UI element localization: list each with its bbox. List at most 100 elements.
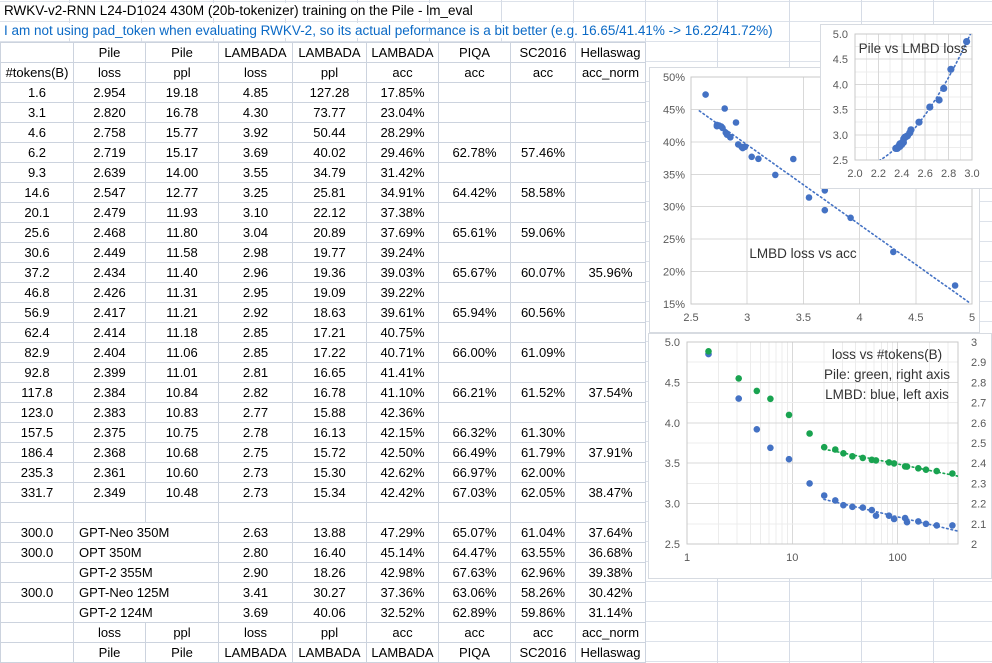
footer-metric-cell[interactable]: acc (366, 622, 439, 643)
table-cell[interactable]: 2.399 (73, 362, 146, 383)
table-cell[interactable]: 2.78 (218, 422, 293, 443)
table-cell[interactable] (510, 282, 576, 303)
table-cell[interactable]: 15.17 (145, 142, 219, 163)
table-cell[interactable]: 2.434 (73, 262, 146, 283)
table-cell[interactable]: 57.46% (510, 142, 576, 163)
table-cell[interactable]: 157.5 (0, 422, 74, 443)
table-cell[interactable]: 19.09 (292, 282, 367, 303)
table-cell[interactable]: GPT-Neo 125M (73, 582, 219, 603)
table-cell[interactable]: 2.349 (73, 482, 146, 503)
table-cell[interactable]: 3.04 (218, 222, 293, 243)
table-cell[interactable]: 2.85 (218, 322, 293, 343)
table-cell[interactable] (575, 302, 646, 323)
table-cell[interactable]: 2.82 (218, 382, 293, 403)
table-cell[interactable]: 64.42% (438, 182, 511, 203)
table-cell[interactable] (510, 102, 576, 123)
table-cell[interactable]: 20.1 (0, 202, 74, 223)
table-cell[interactable]: 65.07% (438, 522, 511, 543)
table-cell[interactable]: 65.94% (438, 302, 511, 323)
table-cell[interactable]: 2.73 (218, 482, 293, 503)
table-cell[interactable]: 17.22 (292, 342, 367, 363)
table-cell[interactable]: 18.63 (292, 302, 367, 323)
table-cell[interactable]: 1.6 (0, 82, 74, 103)
table-cell[interactable]: 2.449 (73, 242, 146, 263)
table-cell[interactable] (438, 362, 511, 383)
table-cell[interactable]: 2.92 (218, 302, 293, 323)
table-cell[interactable]: 61.79% (510, 442, 576, 463)
table-cell[interactable]: 42.15% (366, 422, 439, 443)
table-cell[interactable]: 15.88 (292, 402, 367, 423)
table-cell[interactable]: 11.06 (145, 342, 219, 363)
table-cell[interactable]: 2.417 (73, 302, 146, 323)
table-cell[interactable]: 25.81 (292, 182, 367, 203)
table-cell[interactable] (438, 82, 511, 103)
footer-group-cell[interactable]: Hellaswag (575, 642, 646, 663)
table-cell[interactable] (438, 202, 511, 223)
column-metric-header[interactable]: loss (218, 62, 293, 83)
table-cell[interactable]: 47.29% (366, 522, 439, 543)
table-cell[interactable]: 56.9 (0, 302, 74, 323)
column-group-header[interactable]: Hellaswag (575, 42, 646, 63)
table-cell[interactable]: 41.10% (366, 382, 439, 403)
table-cell[interactable] (575, 402, 646, 423)
table-cell[interactable] (0, 602, 74, 623)
footer-metric-cell[interactable]: loss (73, 622, 146, 643)
table-cell[interactable]: 2.954 (73, 82, 146, 103)
table-cell[interactable]: 10.48 (145, 482, 219, 503)
table-cell[interactable]: 37.69% (366, 222, 439, 243)
table-cell[interactable]: 4.85 (218, 82, 293, 103)
table-cell[interactable]: 19.36 (292, 262, 367, 283)
table-cell[interactable]: 29.46% (366, 142, 439, 163)
footer-metric-cell[interactable] (0, 622, 74, 643)
table-cell[interactable]: 16.40 (292, 542, 367, 563)
table-cell[interactable]: 10.75 (145, 422, 219, 443)
table-cell[interactable] (575, 122, 646, 143)
table-cell[interactable] (0, 502, 74, 523)
table-cell[interactable]: 2.820 (73, 102, 146, 123)
table-cell[interactable]: 10.84 (145, 382, 219, 403)
table-cell[interactable]: 2.384 (73, 382, 146, 403)
table-cell[interactable]: 2.80 (218, 542, 293, 563)
table-cell[interactable]: 39.24% (366, 242, 439, 263)
footer-group-cell[interactable]: PIQA (438, 642, 511, 663)
table-cell[interactable]: GPT-2 124M (73, 602, 219, 623)
column-group-header[interactable]: SC2016 (510, 42, 576, 63)
table-cell[interactable]: 2.96 (218, 262, 293, 283)
table-cell[interactable]: 235.3 (0, 462, 74, 483)
table-cell[interactable]: 15.72 (292, 442, 367, 463)
table-cell[interactable]: 12.77 (145, 182, 219, 203)
table-cell[interactable]: 39.22% (366, 282, 439, 303)
table-cell[interactable] (575, 102, 646, 123)
table-cell[interactable]: 11.01 (145, 362, 219, 383)
table-cell[interactable]: 2.63 (218, 522, 293, 543)
table-cell[interactable]: 30.42% (575, 582, 646, 603)
table-cell[interactable]: 300.0 (0, 542, 74, 563)
table-cell[interactable]: 10.60 (145, 462, 219, 483)
table-cell[interactable]: 4.30 (218, 102, 293, 123)
table-cell[interactable] (438, 122, 511, 143)
table-cell[interactable]: 11.80 (145, 222, 219, 243)
table-cell[interactable]: 16.13 (292, 422, 367, 443)
table-cell[interactable] (575, 162, 646, 183)
table-cell[interactable]: 2.85 (218, 342, 293, 363)
table-cell[interactable] (510, 502, 576, 523)
table-cell[interactable]: 61.52% (510, 382, 576, 403)
table-cell[interactable]: 2.719 (73, 142, 146, 163)
table-cell[interactable] (438, 242, 511, 263)
table-cell[interactable]: 2.426 (73, 282, 146, 303)
table-cell[interactable]: 37.91% (575, 442, 646, 463)
footer-group-cell[interactable]: LAMBADA (218, 642, 293, 663)
table-cell[interactable]: 61.09% (510, 342, 576, 363)
table-cell[interactable] (575, 82, 646, 103)
table-cell[interactable]: 66.49% (438, 442, 511, 463)
table-cell[interactable]: 62.78% (438, 142, 511, 163)
table-cell[interactable] (510, 322, 576, 343)
table-cell[interactable]: 14.6 (0, 182, 74, 203)
column-group-header[interactable]: PIQA (438, 42, 511, 63)
table-cell[interactable]: 11.58 (145, 242, 219, 263)
sheet-note-row[interactable]: I am not using pad_token when evaluating… (0, 21, 779, 41)
table-cell[interactable]: 34.79 (292, 162, 367, 183)
footer-metric-cell[interactable]: acc (438, 622, 511, 643)
table-cell[interactable]: 82.9 (0, 342, 74, 363)
table-cell[interactable]: 30.6 (0, 242, 74, 263)
